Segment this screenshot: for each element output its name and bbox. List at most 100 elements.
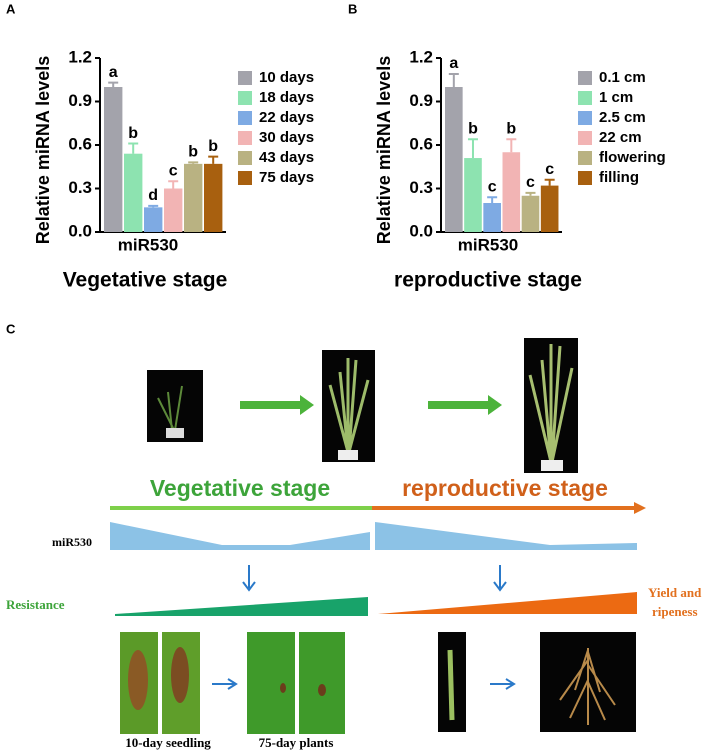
legend-label: 30 days <box>259 129 314 146</box>
legend-label: 18 days <box>259 89 314 106</box>
legend-label: 75 days <box>259 169 314 186</box>
bar <box>483 203 501 232</box>
significance-letter: c <box>488 178 497 195</box>
error-bar <box>208 155 219 164</box>
y-axis-label: Relative miRNA levels <box>374 56 394 244</box>
legend-label: 1 cm <box>599 89 633 106</box>
error-bar <box>128 142 139 154</box>
error-bar <box>168 180 179 189</box>
significance-letter: c <box>169 162 178 179</box>
yield-label: Yield and <box>648 585 702 600</box>
y-tick-label: 0.6 <box>409 134 433 153</box>
significance-letter: b <box>208 138 218 155</box>
pot <box>541 460 563 471</box>
legend-label: 22 cm <box>599 129 642 146</box>
legend-swatch <box>238 91 252 105</box>
legend-swatch <box>578 91 592 105</box>
bar <box>204 163 223 232</box>
x-category-label: miR530 <box>458 235 518 254</box>
expression-profile <box>110 522 370 550</box>
arrow <box>212 678 238 690</box>
legend-swatch <box>238 71 252 85</box>
error-bar <box>188 161 199 164</box>
legend-label: filling <box>599 169 639 186</box>
pot <box>166 428 184 438</box>
lesion <box>171 647 189 703</box>
y-tick-label: 0.0 <box>68 221 92 240</box>
legend-swatch <box>578 71 592 85</box>
legend-label: 10 days <box>259 69 314 86</box>
significance-letter: b <box>128 125 138 142</box>
legend-swatch <box>238 131 252 145</box>
yield-label: ripeness <box>652 604 698 619</box>
plant <box>328 358 370 453</box>
legend-label: flowering <box>599 149 666 166</box>
legend-label: 43 days <box>259 149 314 166</box>
arrow <box>240 395 314 415</box>
panel-label: A <box>6 1 16 16</box>
y-tick-label: 1.2 <box>409 47 433 66</box>
wedge <box>115 597 368 616</box>
panel-c: C Vegetative stage reproductive stage mi… <box>6 321 702 750</box>
significance-letter: b <box>468 120 478 137</box>
significance-letter: c <box>526 174 535 191</box>
error-bar <box>506 138 517 153</box>
chart-title: reproductive stage <box>394 269 582 292</box>
y-tick-label: 1.2 <box>68 47 92 66</box>
x-category-label: miR530 <box>118 235 178 254</box>
photo-caption: 10-day seedling <box>125 735 211 750</box>
chart-title: Vegetative stage <box>63 269 228 292</box>
stage-label: reproductive stage <box>402 475 608 501</box>
bar <box>144 207 163 232</box>
legend-label: 22 days <box>259 109 314 126</box>
bar <box>464 158 482 232</box>
y-tick-label: 0.3 <box>68 178 92 197</box>
error-bar <box>544 178 555 186</box>
error-bar <box>108 81 119 87</box>
arrow <box>493 565 507 592</box>
legend-swatch <box>578 151 592 165</box>
bar <box>124 153 143 232</box>
wedge <box>378 592 637 614</box>
legend-swatch <box>578 171 592 185</box>
lesion <box>318 684 326 696</box>
plant <box>528 344 574 463</box>
error-bar <box>148 204 159 208</box>
lesion <box>280 683 286 693</box>
lesion <box>128 650 148 710</box>
significance-letter: b <box>188 144 198 161</box>
y-tick-label: 0.9 <box>68 91 92 110</box>
bar <box>521 195 540 232</box>
y-tick-label: 0.6 <box>68 134 92 153</box>
error-bar <box>487 196 498 203</box>
bar <box>540 185 559 232</box>
legend-swatch <box>238 171 252 185</box>
significance-letter: a <box>109 64 118 81</box>
panel-label: C <box>6 321 16 336</box>
legend-swatch <box>578 111 592 125</box>
bar <box>502 152 521 232</box>
mirna-label: miR530 <box>52 535 92 549</box>
significance-letter: c <box>545 161 554 178</box>
pot <box>338 450 358 460</box>
arrow <box>428 395 502 415</box>
bar <box>445 87 463 232</box>
expression-profile <box>375 522 637 550</box>
leaf-photo <box>299 632 345 734</box>
bar <box>184 163 203 232</box>
y-tick-label: 0.0 <box>409 221 433 240</box>
significance-letter: d <box>148 187 158 204</box>
leaf-photo <box>247 632 295 734</box>
y-tick-label: 0.9 <box>409 91 433 110</box>
error-bar <box>525 191 536 196</box>
legend-label: 0.1 cm <box>599 69 646 86</box>
error-bar <box>448 72 459 87</box>
panicle <box>447 649 455 721</box>
y-tick-label: 0.3 <box>409 178 433 197</box>
bar <box>104 87 123 232</box>
legend-swatch <box>578 131 592 145</box>
panel-label: B <box>348 1 357 16</box>
significance-letter: b <box>506 120 516 137</box>
panicle <box>559 648 616 725</box>
